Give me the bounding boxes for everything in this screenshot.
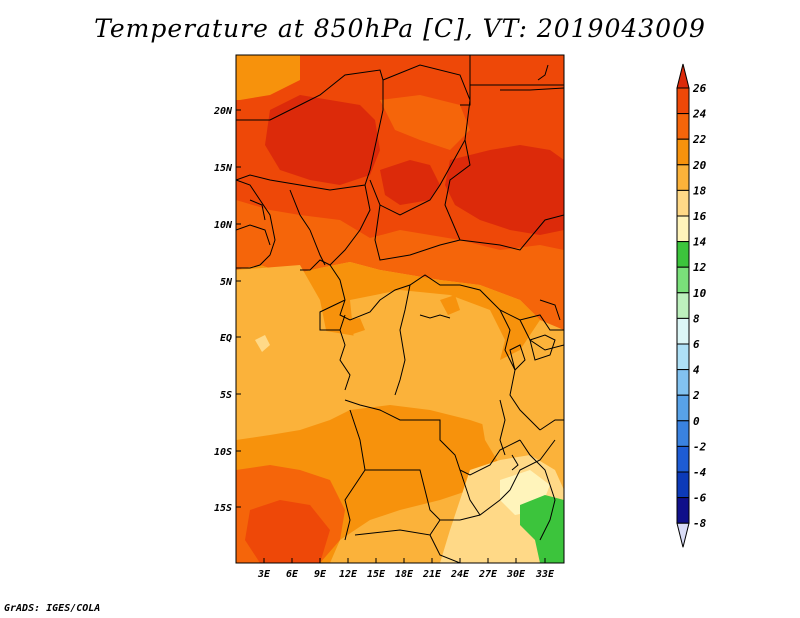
lat-label: EQ — [220, 333, 232, 344]
colorbar-segment — [677, 267, 689, 293]
colorbar-segment — [677, 216, 689, 242]
colorbar-top-arrow — [677, 64, 689, 88]
colorbar-segment — [677, 344, 689, 370]
credit-label: GrADS: IGES/COLA — [4, 603, 100, 614]
lon-label: 18E — [395, 569, 414, 580]
colorbar-segment — [677, 139, 689, 165]
lat-label: 10N — [214, 220, 233, 231]
lat-label: 5S — [220, 390, 232, 401]
colorbar-segment — [677, 114, 689, 140]
lon-label: 12E — [339, 569, 358, 580]
lon-label: 15E — [367, 569, 386, 580]
colorbar-label: 18 — [693, 184, 707, 197]
lat-label: 20N — [213, 106, 233, 117]
colorbar-label: -8 — [693, 517, 707, 530]
lat-label: 15N — [214, 163, 233, 174]
lon-label: 30E — [506, 569, 526, 580]
lon-label: 3E — [257, 569, 271, 580]
colorbar-segment — [677, 370, 689, 396]
colorbar-bottom-arrow — [677, 523, 689, 547]
colorbar-label: 20 — [692, 159, 707, 172]
colorbar-label: 12 — [693, 261, 707, 274]
colorbar-label: -6 — [693, 492, 707, 505]
colorbar-segment — [677, 190, 689, 216]
colorbar-segment — [677, 498, 689, 524]
colorbar-label: 14 — [693, 236, 707, 249]
colorbar-label: 24 — [692, 108, 707, 121]
colorbar-label: 16 — [693, 210, 707, 223]
lon-label: 9E — [314, 569, 327, 580]
temperature-field — [236, 55, 564, 563]
colorbar-segment — [677, 242, 689, 268]
colorbar-label: -2 — [693, 440, 707, 453]
colorbar-label: 22 — [692, 133, 707, 146]
colorbar-segment — [677, 472, 689, 498]
colorbar-label: 10 — [693, 287, 707, 300]
lon-label: 27E — [478, 569, 498, 580]
colorbar-label: 6 — [693, 338, 700, 351]
colorbar-segment — [677, 446, 689, 472]
lat-label: 15S — [214, 503, 232, 514]
colorbar-segment — [677, 293, 689, 319]
temperature-map: 20N 15N 10N 5N EQ 5S 10S 15S 3E 6E 9E 12E 15E 18E 21E… — [0, 0, 800, 618]
colorbar-segment — [677, 421, 689, 447]
colorbar-segment — [677, 395, 689, 421]
lat-label: 5N — [220, 277, 233, 288]
lon-label: 24E — [450, 569, 470, 580]
colorbar-label: 4 — [693, 364, 700, 377]
lon-label: 33E — [535, 569, 555, 580]
colorbar-label: 26 — [692, 82, 707, 95]
colorbar-segment — [677, 88, 689, 114]
lon-label: 6E — [286, 569, 299, 580]
lat-label: 10S — [214, 447, 232, 458]
lon-label: 21E — [422, 569, 442, 580]
colorbar-segment — [677, 165, 689, 191]
colorbar-label: 0 — [693, 415, 700, 428]
colorbar-label: -4 — [693, 466, 707, 479]
colorbar-segment — [677, 318, 689, 344]
colorbar-label: 8 — [693, 312, 700, 325]
colorbar-label: 2 — [692, 389, 700, 402]
